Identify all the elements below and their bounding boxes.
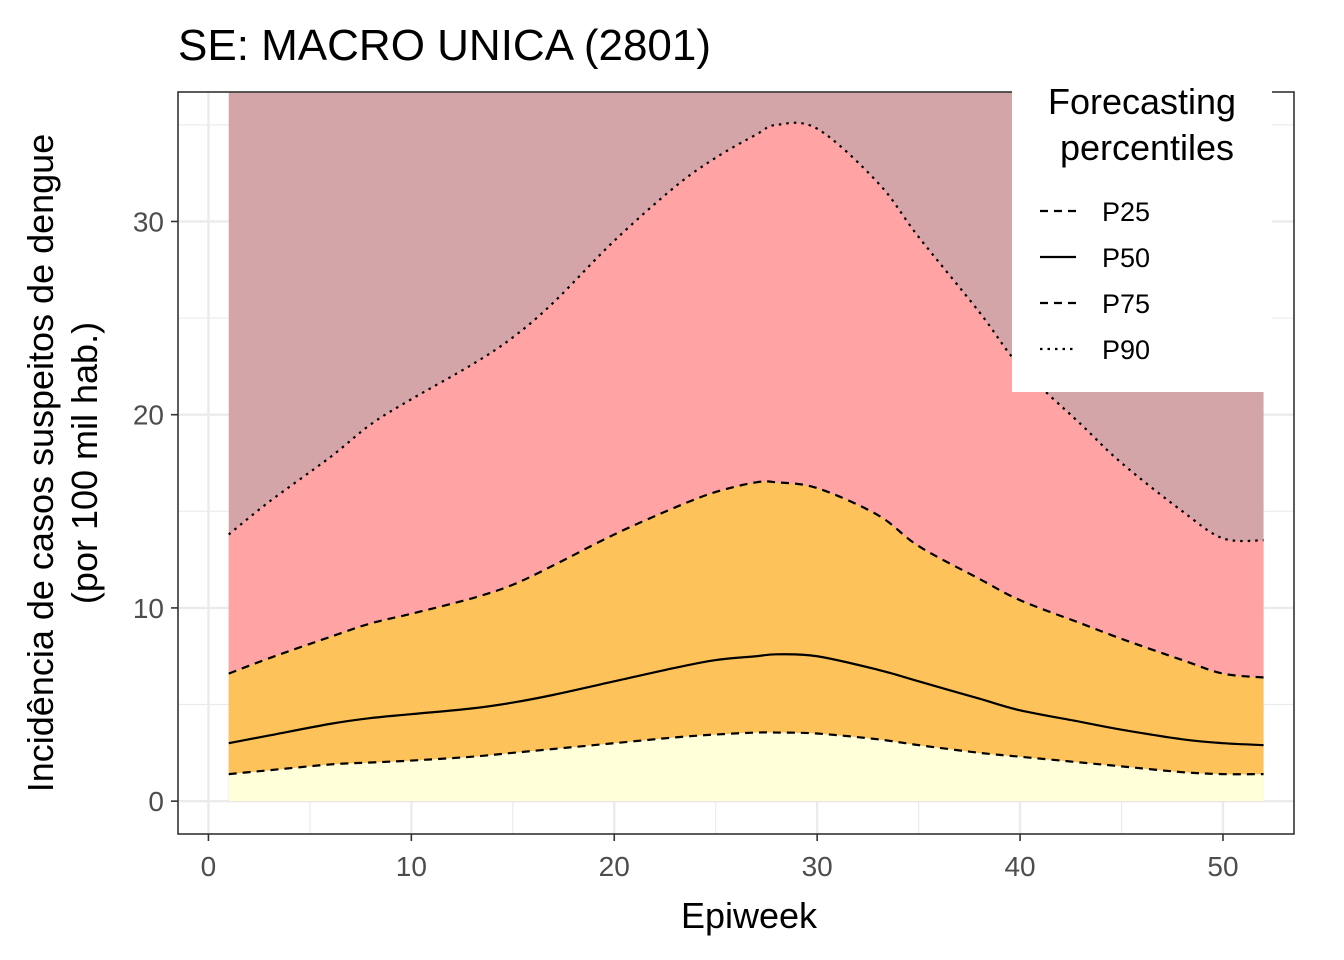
legend-label-p25: P25 — [1102, 197, 1150, 227]
series-line-p50 — [228, 653, 1264, 747]
x-tick-label: 30 — [802, 851, 833, 882]
chart-title: SE: MACRO UNICA (2801) — [178, 21, 711, 70]
legend-items: P25 P50 P75 P90 — [1040, 197, 1150, 365]
y-axis-title-line-1: Incidência de casos suspeitos de dengue — [20, 134, 61, 792]
legend-title-line-1: Forecasting — [1048, 81, 1236, 122]
y-axis-ticks: 0 10 20 30 — [133, 206, 178, 817]
legend-title-line-2: percentiles — [1060, 127, 1234, 168]
legend-label-p90: P90 — [1102, 335, 1150, 365]
y-axis-title-line-2: (por 100 mil hab.) — [64, 322, 105, 604]
series-line-p75 — [228, 480, 1264, 679]
band-p25-to-p75 — [228, 481, 1264, 775]
x-tick-label: 0 — [201, 851, 217, 882]
series-line-p25 — [228, 731, 1264, 776]
y-tick-label: 10 — [133, 593, 164, 624]
panel-border — [177, 91, 1295, 835]
x-tick-label: 20 — [599, 851, 630, 882]
series-line-p90 — [228, 121, 1264, 543]
y-tick-label: 30 — [133, 206, 164, 237]
legend-label-p50: P50 — [1102, 243, 1150, 273]
x-tick-label: 10 — [396, 851, 427, 882]
legend-label-p75: P75 — [1102, 289, 1150, 319]
x-axis-ticks: 0 10 20 30 40 50 — [201, 834, 1239, 882]
x-tick-label: 50 — [1207, 851, 1238, 882]
y-tick-label: 0 — [148, 786, 164, 817]
x-axis-title: Epiweek — [681, 895, 818, 936]
percentile-lines — [228, 121, 1264, 776]
y-tick-label: 20 — [133, 400, 164, 431]
band-p75-to-p90 — [228, 122, 1264, 678]
legend: Forecasting percentiles P25 P50 P75 P90 — [1012, 81, 1272, 392]
legend-background — [1012, 84, 1272, 392]
band-zero-to-p25 — [228, 732, 1264, 802]
x-tick-label: 40 — [1004, 851, 1035, 882]
